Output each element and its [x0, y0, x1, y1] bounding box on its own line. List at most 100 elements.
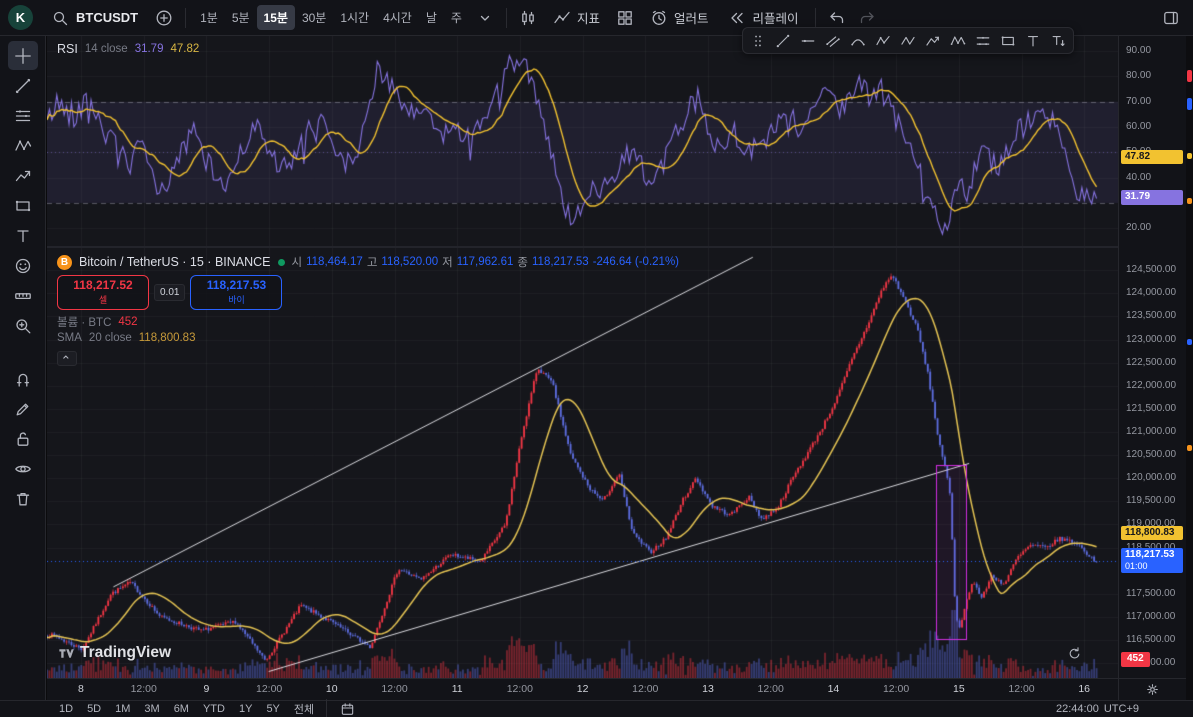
floating-tool-text[interactable] [1021, 29, 1045, 52]
pencil-icon [14, 400, 32, 418]
pane-resize-handle[interactable] [47, 246, 1118, 248]
undo-icon [828, 9, 846, 27]
floating-tool-drag-handle[interactable] [746, 29, 770, 52]
bitcoin-icon: B [57, 254, 72, 270]
tool-trend-line-button[interactable] [8, 71, 38, 100]
floating-tool-trend-line[interactable] [771, 29, 795, 52]
time-axis-label: 15 [953, 683, 965, 695]
timeframe-group: 1분 5분 15분 30분 1시간 4시간 날 주 [193, 5, 469, 30]
floating-tool-anchored-text[interactable] [1046, 29, 1070, 52]
rsi-params: 14 close [84, 43, 128, 55]
range-1D[interactable]: 1D [59, 703, 74, 715]
widget-marker[interactable] [1187, 445, 1192, 451]
tool-pencil-button[interactable] [8, 394, 38, 423]
redo-button[interactable] [853, 4, 881, 32]
toolbar-separator [505, 7, 507, 28]
replay-icon [728, 9, 746, 27]
refresh-button[interactable] [1067, 646, 1082, 666]
refresh-icon [1067, 646, 1082, 661]
account-avatar[interactable]: K [8, 5, 33, 30]
go-to-date-button[interactable] [336, 702, 358, 717]
timeframe-dropdown-button[interactable] [471, 4, 499, 32]
legend-collapse-button[interactable] [57, 351, 77, 366]
main-price-scale[interactable]: 124,500.00 124,000.00 123,500.00 123,000.00… [1119, 248, 1186, 678]
xabcd-icon [950, 33, 966, 49]
widget-marker[interactable] [1187, 70, 1192, 82]
range-3M[interactable]: 3M [144, 703, 160, 715]
prediction-icon [14, 167, 32, 185]
tool-crosshair-button[interactable] [7, 41, 38, 70]
timeframe-5분[interactable]: 5분 [231, 11, 250, 25]
floating-tool-polyline[interactable] [871, 29, 895, 52]
rsi-chart-canvas[interactable] [47, 36, 1118, 246]
sell-button[interactable]: 118,217.52 셀 [57, 275, 149, 310]
widget-marker[interactable] [1187, 339, 1192, 345]
price-scale-label: 60.00 [1126, 121, 1152, 133]
axis-settings-corner[interactable] [1119, 678, 1186, 700]
rsi-title[interactable]: RSI [57, 42, 78, 56]
alerts-label: 얼러트 [673, 12, 709, 26]
range-1M[interactable]: 1M [115, 703, 131, 715]
symbol-search[interactable]: BTCUSDT [41, 5, 148, 31]
floating-tool-rectangle[interactable] [996, 29, 1020, 52]
time-axis-label: 8 [78, 683, 84, 695]
timeframe-4시간[interactable]: 4시간 [383, 11, 412, 25]
tool-rectangle-button[interactable] [8, 191, 38, 220]
timeframe-주[interactable]: 주 [450, 11, 462, 25]
range-5Y[interactable]: 5Y [266, 703, 280, 715]
tool-lines-group-button[interactable] [8, 101, 38, 130]
undo-button[interactable] [823, 4, 851, 32]
floating-tool-curve[interactable] [846, 29, 870, 52]
chevron-up-icon [60, 351, 75, 366]
clock-timezone[interactable]: 22:44:00 UTC+9 [1056, 703, 1139, 715]
chart-style-button[interactable] [514, 4, 542, 32]
timeframe-날[interactable]: 날 [425, 11, 437, 25]
floating-tool-flat-channel[interactable] [971, 29, 995, 52]
widget-marker[interactable] [1187, 98, 1192, 110]
buy-button[interactable]: 118,217.53 바이 [190, 275, 283, 310]
floating-tool-parallel-channel[interactable] [821, 29, 845, 52]
widget-marker[interactable] [1187, 198, 1192, 204]
range-1Y[interactable]: 1Y [238, 703, 253, 715]
range-6M[interactable]: 6M [173, 703, 189, 715]
range-YTD[interactable]: YTD [202, 703, 225, 715]
tradingview-logo-icon [57, 645, 74, 662]
tool-magnet-button[interactable] [8, 364, 38, 393]
time-axis[interactable]: 8 12:00 9 12:00 10 12:00 11 12:00 12 12:00 13 12:00… [47, 678, 1118, 700]
replay-button[interactable]: 리플레이 [719, 3, 807, 32]
tool-lock-button[interactable] [8, 424, 38, 453]
floating-tool-xabcd[interactable] [946, 29, 970, 52]
tool-measure-button[interactable] [8, 281, 38, 310]
timeframe-1분[interactable]: 1분 [200, 11, 218, 25]
indicators-button[interactable]: 지표 [544, 3, 609, 32]
panel-toggle-button[interactable] [1157, 4, 1185, 32]
floating-tool-zigzag[interactable] [896, 29, 920, 52]
rsi-ma-value: 47.82 [170, 43, 200, 55]
tool-zoom-in-button[interactable] [8, 311, 38, 340]
alert-button[interactable]: 얼러트 [641, 3, 718, 32]
tool-trash-button[interactable] [8, 484, 38, 513]
compare-add-button[interactable] [150, 4, 178, 32]
sma-title[interactable]: SMA [57, 332, 82, 344]
range-전체[interactable]: 전체 [293, 704, 315, 716]
timeframe-30분[interactable]: 30분 [301, 11, 327, 25]
tool-eye-button[interactable] [8, 454, 38, 483]
symbol-title[interactable]: Bitcoin / TetherUS · 15 · BINANCE [79, 255, 271, 269]
main-chart-canvas[interactable] [47, 248, 1118, 678]
price-scale-label: 70.00 [1126, 95, 1152, 107]
layout-grid-button[interactable] [611, 4, 639, 32]
tool-text-button[interactable] [8, 221, 38, 250]
floating-tool-arrow-zigzag[interactable] [921, 29, 945, 52]
tool-prediction-button[interactable] [8, 161, 38, 190]
widget-marker[interactable] [1187, 153, 1192, 159]
market-status-icon [277, 258, 285, 266]
timeframe-1시간[interactable]: 1시간 [340, 11, 370, 25]
rsi-price-scale[interactable]: 90.0080.0070.0060.0050.0040.0020.0047.82… [1119, 36, 1186, 246]
timeframe-15분[interactable]: 15분 [256, 5, 295, 30]
tool-patterns-button[interactable] [8, 131, 38, 160]
range-5D[interactable]: 5D [87, 703, 102, 715]
floating-tool-horizontal-ray[interactable] [796, 29, 820, 52]
tool-emoji-button[interactable] [8, 251, 38, 280]
horizontal-ray-icon [800, 33, 816, 49]
grid-icon [616, 9, 634, 27]
